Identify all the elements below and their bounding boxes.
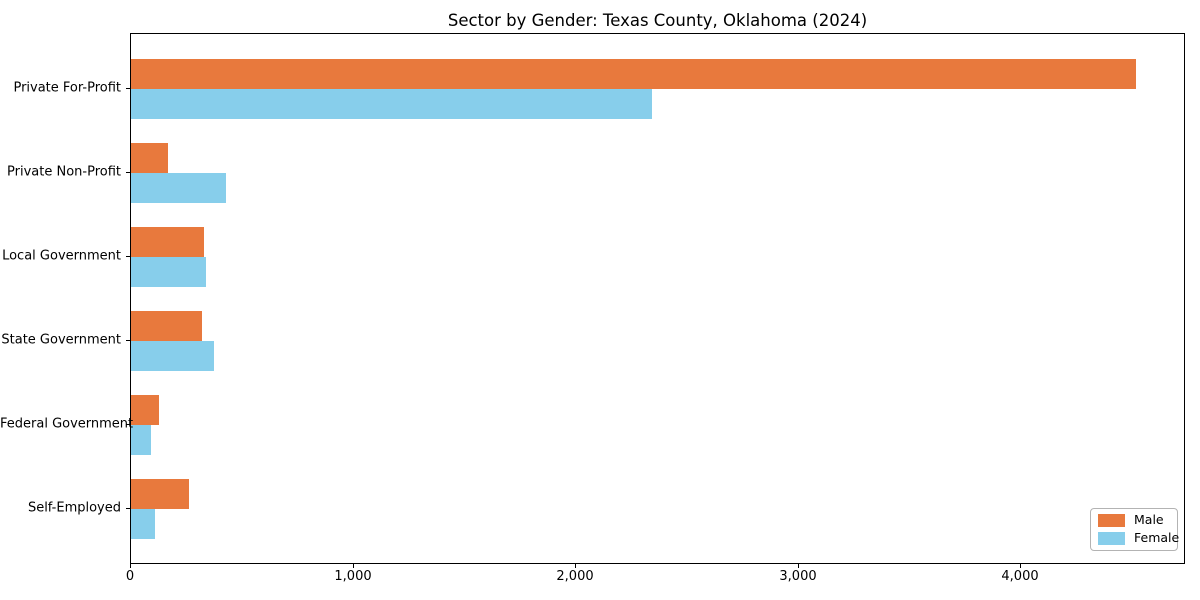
y-tick-mark bbox=[126, 340, 130, 341]
bar-female-5 bbox=[131, 509, 155, 539]
legend-label-female: Female bbox=[1134, 530, 1180, 546]
x-tick-mark bbox=[130, 564, 131, 568]
bar-female-4 bbox=[131, 425, 151, 455]
x-tick-label: 2,000 bbox=[556, 569, 594, 584]
y-tick-label: State Government bbox=[1, 332, 121, 348]
y-tick-label: Local Government bbox=[2, 248, 121, 264]
legend-entry-male: Male bbox=[1098, 514, 1177, 527]
x-tick-mark bbox=[575, 564, 576, 568]
legend-entry-female: Female bbox=[1098, 530, 1180, 546]
x-tick-label: 3,000 bbox=[779, 569, 817, 584]
y-tick-mark bbox=[126, 424, 130, 425]
legend-label-male: Male bbox=[1134, 512, 1164, 528]
y-tick-mark bbox=[126, 88, 130, 89]
bar-male-3 bbox=[131, 311, 202, 341]
bar-male-5 bbox=[131, 479, 189, 509]
x-tick-mark bbox=[353, 564, 354, 568]
legend: Male Female bbox=[1090, 508, 1180, 551]
bar-male-0 bbox=[131, 59, 1136, 89]
bar-male-2 bbox=[131, 227, 204, 257]
bar-female-2 bbox=[131, 257, 206, 287]
x-tick-mark bbox=[798, 564, 799, 568]
legend-swatch-female bbox=[1098, 532, 1125, 545]
x-tick-mark bbox=[1020, 564, 1021, 568]
y-tick-label: Federal Government bbox=[0, 416, 134, 432]
y-tick-label: Private Non-Profit bbox=[7, 164, 121, 180]
plot-area bbox=[130, 33, 1185, 564]
bar-female-3 bbox=[131, 341, 214, 371]
y-tick-mark bbox=[126, 256, 130, 257]
y-tick-label: Self-Employed bbox=[27, 500, 121, 516]
y-tick-label: Private For-Profit bbox=[13, 80, 121, 96]
y-tick-mark bbox=[126, 172, 130, 173]
bar-female-1 bbox=[131, 173, 226, 203]
x-tick-label: 4,000 bbox=[1001, 569, 1039, 584]
bar-female-0 bbox=[131, 89, 652, 119]
bar-male-4 bbox=[131, 395, 159, 425]
bar-male-1 bbox=[131, 143, 168, 173]
chart-title: Sector by Gender: Texas County, Oklahoma… bbox=[447, 11, 868, 30]
x-tick-label: 0 bbox=[125, 569, 135, 584]
x-tick-label: 1,000 bbox=[334, 569, 372, 584]
y-tick-mark bbox=[126, 508, 130, 509]
legend-swatch-male bbox=[1098, 514, 1125, 527]
